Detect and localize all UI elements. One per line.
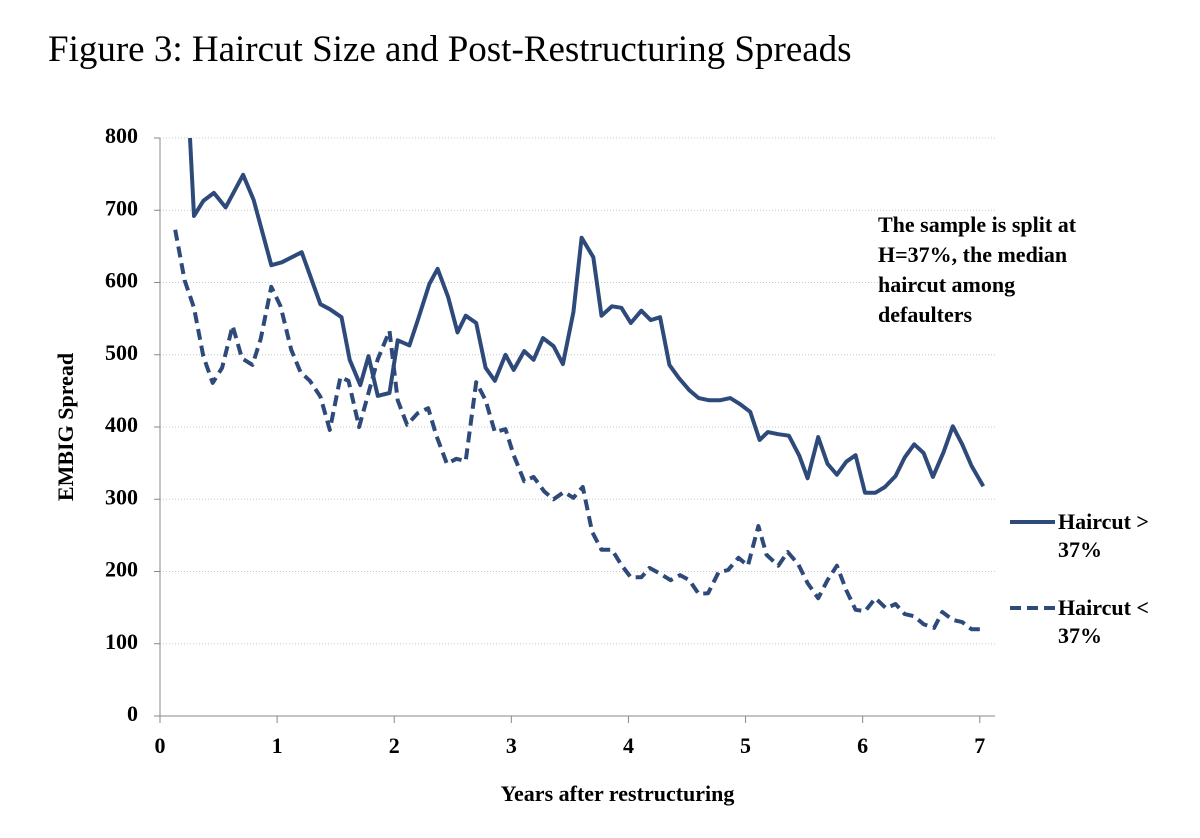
x-tick-label: 2 (389, 733, 400, 758)
y-tick-label: 700 (105, 195, 138, 220)
series-line (188, 137, 986, 495)
x-tick-label: 7 (974, 733, 985, 758)
y-tick-label: 600 (105, 268, 138, 293)
annotation: The sample is split at H=37%, the median… (878, 212, 1077, 327)
y-tick-label: 500 (105, 340, 138, 365)
y-tick-label: 0 (127, 701, 138, 726)
y-tick-label: 100 (105, 629, 138, 654)
x-axis-title: Years after restructuring (501, 781, 735, 806)
y-tick-label: 300 (105, 484, 138, 509)
series-line (173, 229, 984, 632)
legend-label: Haircut > 37% (1058, 509, 1149, 562)
y-axis-title: EMBIG Spread (53, 353, 78, 501)
x-tick-label: 0 (155, 733, 166, 758)
y-tick-label: 400 (105, 412, 138, 437)
x-tick-label: 1 (272, 733, 283, 758)
chart-title: Figure 3: Haircut Size and Post-Restruct… (48, 29, 852, 70)
x-tick-label: 5 (740, 733, 751, 758)
x-tick-label: 6 (857, 733, 868, 758)
y-tick-label: 800 (105, 123, 138, 148)
y-tick-label: 200 (105, 557, 138, 582)
x-tick-label: 4 (623, 733, 634, 758)
x-tick-label: 3 (506, 733, 517, 758)
legend-label: Haircut < 37% (1058, 595, 1149, 648)
